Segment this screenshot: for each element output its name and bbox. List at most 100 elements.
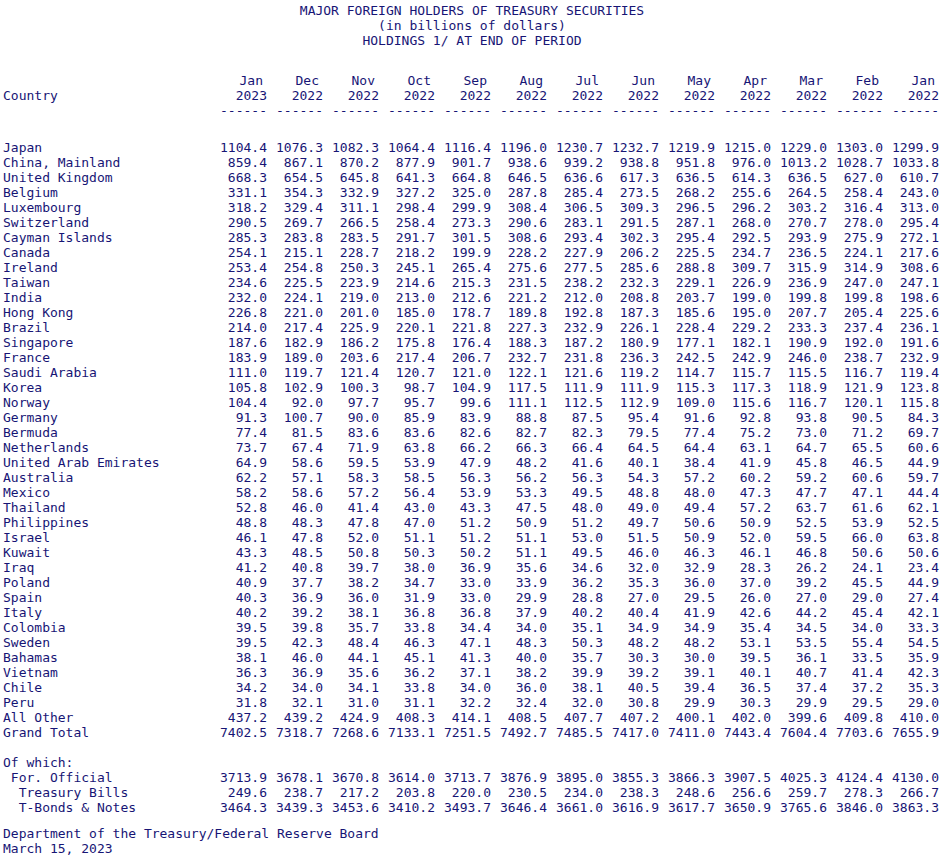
value-cell: 39.2 bbox=[603, 665, 659, 680]
value-cell: 408.3 bbox=[379, 710, 435, 725]
column-month-header: Dec bbox=[267, 73, 323, 88]
column-separator: ------ bbox=[211, 103, 267, 118]
value-cell: 266.5 bbox=[323, 215, 379, 230]
value-cell: 215.1 bbox=[267, 245, 323, 260]
value-cell: 311.1 bbox=[323, 200, 379, 215]
column-separator: ------ bbox=[267, 103, 323, 118]
column-month-header: Mar bbox=[771, 73, 827, 88]
value-cell: 407.7 bbox=[547, 710, 603, 725]
country-cell: Brazil bbox=[0, 320, 211, 335]
value-cell: 408.5 bbox=[491, 710, 547, 725]
value-cell: 46.0 bbox=[267, 650, 323, 665]
report-footer: Department of the Treasury/Federal Reser… bbox=[0, 826, 944, 856]
table-row: Grand Total7402.57318.77268.67133.17251.… bbox=[0, 725, 944, 740]
value-cell: 87.5 bbox=[547, 410, 603, 425]
value-cell: 29.0 bbox=[827, 590, 883, 605]
value-cell: 120.1 bbox=[827, 395, 883, 410]
value-cell: 250.3 bbox=[323, 260, 379, 275]
value-cell: 255.6 bbox=[715, 185, 771, 200]
value-cell: 31.1 bbox=[379, 695, 435, 710]
value-cell: 121.4 bbox=[323, 365, 379, 380]
value-cell: 122.1 bbox=[491, 365, 547, 380]
value-cell: 316.4 bbox=[827, 200, 883, 215]
value-cell: 213.0 bbox=[379, 290, 435, 305]
value-cell: 34.7 bbox=[379, 575, 435, 590]
value-cell: 34.2 bbox=[211, 680, 267, 695]
value-cell: 212.6 bbox=[435, 290, 491, 305]
value-cell: 901.7 bbox=[435, 155, 491, 170]
value-cell: 45.1 bbox=[379, 650, 435, 665]
value-cell: 258.4 bbox=[827, 185, 883, 200]
value-cell: 50.6 bbox=[659, 515, 715, 530]
value-cell: 45.8 bbox=[771, 455, 827, 470]
value-cell: 51.2 bbox=[435, 515, 491, 530]
value-cell: 610.7 bbox=[883, 170, 939, 185]
value-cell: 199.8 bbox=[827, 290, 883, 305]
value-cell: 7318.7 bbox=[267, 725, 323, 740]
value-cell: 3646.4 bbox=[491, 800, 547, 815]
value-cell: 859.4 bbox=[211, 155, 267, 170]
report-title: MAJOR FOREIGN HOLDERS OF TREASURY SECURI… bbox=[0, 3, 944, 18]
value-cell: 187.2 bbox=[547, 335, 603, 350]
value-cell: 46.0 bbox=[267, 500, 323, 515]
table-row: Hong Kong226.8221.0201.0185.0178.7189.81… bbox=[0, 305, 944, 320]
value-cell: 232.0 bbox=[211, 290, 267, 305]
column-year-header: 2022 bbox=[379, 88, 435, 103]
value-cell: 59.5 bbox=[323, 455, 379, 470]
value-cell: 187.3 bbox=[603, 305, 659, 320]
table-row: Mexico58.258.657.256.453.953.349.548.848… bbox=[0, 485, 944, 500]
country-cell: Bermuda bbox=[0, 425, 211, 440]
value-cell: 283.1 bbox=[547, 215, 603, 230]
report-period-line: HOLDINGS 1/ AT END OF PERIOD bbox=[0, 33, 944, 48]
value-cell: 37.1 bbox=[435, 665, 491, 680]
value-cell: 278.0 bbox=[827, 215, 883, 230]
value-cell: 46.0 bbox=[603, 545, 659, 560]
value-cell: 53.9 bbox=[379, 455, 435, 470]
column-year-header: 2022 bbox=[435, 88, 491, 103]
value-cell: 82.3 bbox=[547, 425, 603, 440]
value-cell: 48.5 bbox=[267, 545, 323, 560]
value-cell: 189.8 bbox=[491, 305, 547, 320]
holdings-table: JanDecNovOctSepAugJulJunMayAprMarFebJanC… bbox=[0, 73, 944, 815]
value-cell: 33.9 bbox=[491, 575, 547, 590]
value-cell: 3855.3 bbox=[603, 770, 659, 785]
value-cell: 236.1 bbox=[883, 320, 939, 335]
value-cell: 243.0 bbox=[883, 185, 939, 200]
table-row: Netherlands73.767.471.963.866.266.366.46… bbox=[0, 440, 944, 455]
value-cell: 30.0 bbox=[659, 650, 715, 665]
value-cell: 3895.0 bbox=[547, 770, 603, 785]
value-cell: 33.0 bbox=[435, 590, 491, 605]
value-cell: 410.0 bbox=[883, 710, 939, 725]
value-cell: 39.8 bbox=[267, 620, 323, 635]
value-cell: 3866.3 bbox=[659, 770, 715, 785]
value-cell: 90.5 bbox=[827, 410, 883, 425]
value-cell: 3493.7 bbox=[435, 800, 491, 815]
table-row: China, Mainland859.4867.1870.2877.9901.7… bbox=[0, 155, 944, 170]
table-row: Spain40.336.936.031.933.029.928.827.029.… bbox=[0, 590, 944, 605]
table-row: Kuwait43.348.550.850.350.251.149.546.046… bbox=[0, 545, 944, 560]
value-cell: 64.5 bbox=[603, 440, 659, 455]
value-cell: 269.7 bbox=[267, 215, 323, 230]
value-cell: 7655.9 bbox=[883, 725, 939, 740]
value-cell: 37.9 bbox=[491, 605, 547, 620]
value-cell: 48.8 bbox=[603, 485, 659, 500]
value-cell: 53.9 bbox=[827, 515, 883, 530]
spacer bbox=[0, 740, 944, 755]
value-cell: 29.9 bbox=[771, 695, 827, 710]
column-month-header: Oct bbox=[379, 73, 435, 88]
value-cell: 190.9 bbox=[771, 335, 827, 350]
column-separator: ------ bbox=[491, 103, 547, 118]
table-row: Philippines48.848.347.847.051.250.951.24… bbox=[0, 515, 944, 530]
value-cell: 116.7 bbox=[827, 365, 883, 380]
value-cell: 7417.0 bbox=[603, 725, 659, 740]
value-cell: 38.2 bbox=[491, 665, 547, 680]
value-cell: 295.4 bbox=[883, 215, 939, 230]
value-cell: 92.8 bbox=[715, 410, 771, 425]
value-cell: 180.9 bbox=[603, 335, 659, 350]
value-cell: 71.2 bbox=[827, 425, 883, 440]
value-cell: 270.7 bbox=[771, 215, 827, 230]
value-cell: 617.3 bbox=[603, 170, 659, 185]
value-cell: 34.1 bbox=[323, 680, 379, 695]
value-cell: 37.7 bbox=[267, 575, 323, 590]
value-cell: 48.3 bbox=[267, 515, 323, 530]
